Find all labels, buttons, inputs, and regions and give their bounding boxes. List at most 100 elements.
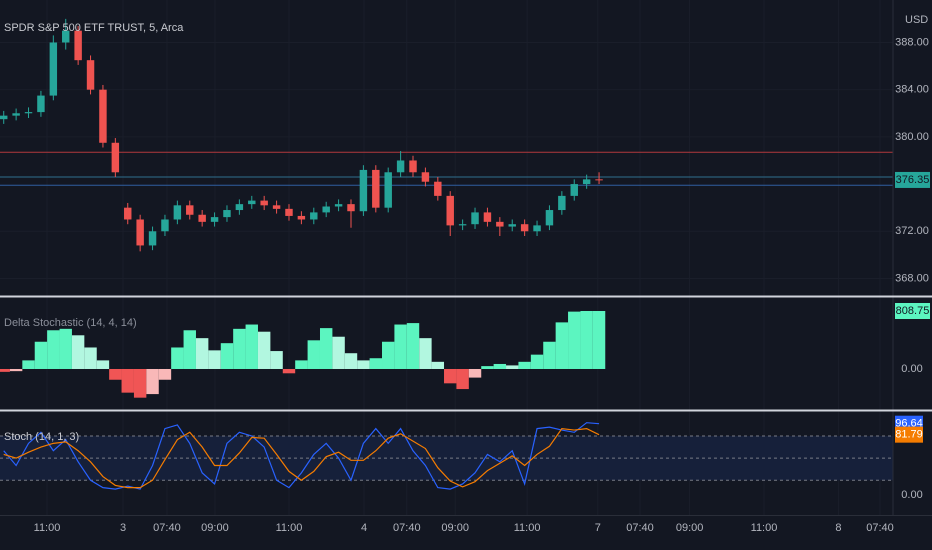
histogram-bar: [47, 330, 60, 369]
value-tag-label: 81.79: [895, 429, 923, 441]
y-tick-label: 380.00: [895, 131, 929, 143]
histogram-bar: [158, 368, 172, 380]
histogram-bar: [295, 360, 308, 369]
candle-body: [446, 195, 454, 226]
histogram-bar: [543, 341, 556, 369]
histogram-bar: [71, 335, 85, 369]
candle-body: [285, 208, 293, 216]
x-tick-label: 07:40: [393, 522, 421, 534]
histogram-bar: [220, 343, 234, 369]
histogram-bar: [34, 341, 48, 369]
x-tick-label: 09:00: [676, 522, 704, 534]
candle-body: [570, 184, 578, 196]
y-tick-label: 0.00: [901, 363, 922, 375]
indicator-line: [3, 422, 600, 490]
candle-body: [260, 200, 268, 206]
histogram-bar: [257, 331, 271, 369]
histogram-bar: [0, 368, 10, 372]
candle-body: [210, 217, 219, 222]
candle-body: [558, 195, 566, 211]
candle-body: [458, 224, 467, 226]
indicator-line: [3, 427, 600, 489]
y-tick-label: 368.00: [895, 272, 929, 284]
candle-body: [347, 204, 355, 212]
value-tag-label: 376.35: [896, 174, 930, 186]
candle-body: [496, 221, 504, 227]
histogram-bar: [22, 360, 35, 369]
histogram-bar: [481, 366, 494, 369]
candle-body: [434, 181, 442, 196]
histogram-bar: [96, 360, 110, 369]
x-tick-label: 07:40: [866, 522, 894, 534]
histogram-bar: [146, 368, 159, 395]
candle-body: [409, 160, 417, 173]
currency-label: USD: [905, 14, 928, 26]
histogram-bar: [530, 354, 544, 369]
x-tick-label: 11:00: [34, 522, 61, 534]
histogram-bar: [195, 338, 209, 369]
x-tick-label: 7: [595, 522, 601, 534]
histogram-bar: [332, 336, 345, 369]
candle-body: [508, 224, 516, 227]
y-tick-label: 384.00: [895, 84, 929, 96]
x-tick-label: 09:00: [201, 522, 229, 534]
candle-body: [12, 113, 20, 116]
y-tick-label: 388.00: [895, 36, 929, 48]
histogram-bar: [307, 340, 320, 369]
candle-body: [62, 30, 70, 43]
candle-body: [198, 214, 206, 222]
histogram-bar: [369, 358, 383, 369]
x-tick-label: 3: [120, 522, 126, 534]
candle-body: [334, 204, 343, 207]
histogram-bar: [592, 310, 606, 369]
histogram-bar: [245, 324, 258, 369]
histogram-bar: [580, 310, 593, 369]
x-tick-label: 09:00: [441, 522, 469, 534]
histogram-bar: [344, 353, 358, 369]
candle-body: [372, 169, 380, 208]
candle-body: [148, 231, 157, 246]
histogram-bar: [84, 347, 97, 369]
histogram-bar: [568, 311, 581, 369]
x-tick-label: 4: [361, 522, 367, 534]
candle-body: [520, 224, 529, 232]
histogram-bar: [493, 363, 507, 369]
candle-body: [384, 172, 392, 208]
candle-body: [272, 205, 281, 209]
candle-body: [471, 212, 479, 225]
y-tick-label: 0.00: [901, 489, 922, 501]
histogram-bar: [121, 368, 134, 393]
candle-body: [297, 215, 306, 220]
candle-body: [86, 60, 95, 90]
candle-body: [161, 219, 169, 232]
candle-body: [136, 219, 144, 246]
candle-body: [124, 207, 132, 220]
candle-body: [545, 210, 554, 226]
histogram-bar: [555, 322, 569, 369]
x-tick-label: 11:00: [751, 522, 778, 534]
candle-body: [186, 205, 194, 215]
x-tick-label: 07:40: [626, 522, 654, 534]
histogram-bar: [59, 328, 72, 369]
histogram-bar: [171, 347, 184, 369]
value-tag-label: 808.75: [896, 305, 930, 317]
histogram-bar: [233, 328, 246, 369]
histogram-bar: [406, 323, 420, 369]
histogram-bar: [208, 350, 221, 369]
candle-body: [248, 200, 256, 205]
candle-body: [37, 95, 45, 113]
candle-body: [421, 172, 430, 182]
x-tick-label: 11:00: [276, 522, 303, 534]
histogram-bar: [357, 360, 370, 369]
histogram-bar: [394, 324, 407, 369]
histogram-bar: [444, 368, 457, 384]
histogram-bar: [419, 338, 432, 369]
candle-body: [223, 210, 231, 218]
histogram-bar: [109, 368, 122, 380]
value-tag: [895, 426, 923, 443]
histogram-bar: [9, 368, 23, 372]
histogram-bar: [518, 361, 531, 369]
candle-body: [111, 142, 120, 173]
candle-body: [533, 225, 541, 232]
